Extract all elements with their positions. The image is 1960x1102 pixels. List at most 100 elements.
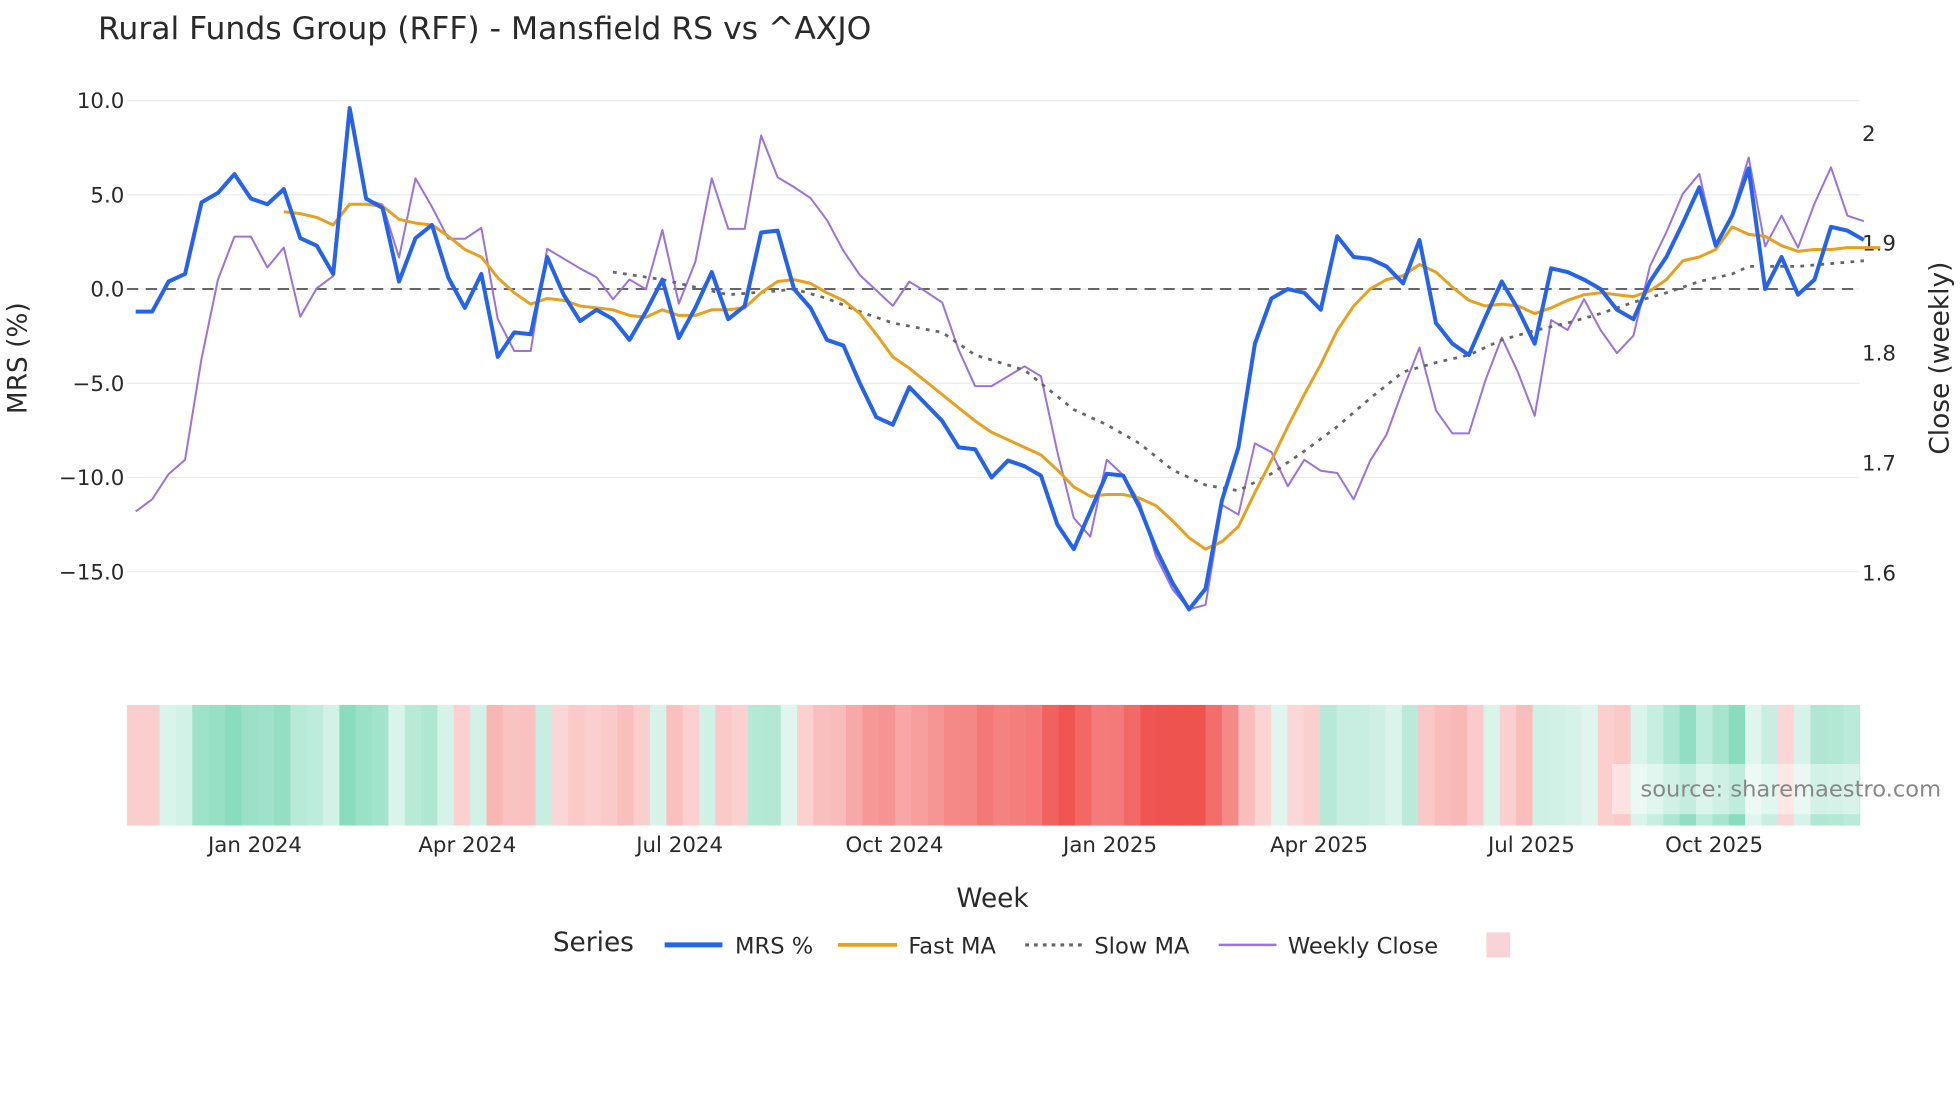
heatmap-cell bbox=[257, 704, 275, 826]
x-tick-label: Oct 2025 bbox=[1665, 833, 1763, 858]
fast-ma-line bbox=[283, 202, 1881, 551]
heatmap-cell bbox=[649, 704, 668, 826]
legend-item-fast-ma[interactable]: Fast MA bbox=[838, 934, 997, 960]
heatmap-cell bbox=[960, 704, 978, 826]
heatmap-cell bbox=[1042, 704, 1060, 826]
heatmap-cell bbox=[1287, 704, 1305, 826]
heatmap-cell bbox=[813, 704, 831, 826]
x-tick-label: Oct 2024 bbox=[845, 833, 943, 858]
heatmap-cell bbox=[323, 704, 341, 826]
y2-tick-label: 1.8 bbox=[1862, 342, 1896, 367]
heatmap-cell bbox=[224, 704, 243, 826]
y-tick-label: −15.0 bbox=[59, 560, 124, 585]
heatmap-cell bbox=[1222, 704, 1240, 826]
heatmap-cell bbox=[1352, 704, 1370, 826]
heatmap-cell bbox=[159, 704, 177, 826]
heatmap-cell bbox=[1548, 704, 1567, 826]
legend-item-slow-ma[interactable]: Slow MA bbox=[1025, 934, 1190, 960]
heatmap-cell bbox=[437, 704, 455, 826]
heatmap-cell bbox=[1794, 704, 1812, 826]
heatmap-cell bbox=[617, 704, 635, 826]
x-tick-label: Jan 2024 bbox=[206, 833, 302, 858]
gridlines bbox=[126, 99, 1860, 573]
heatmap-cell bbox=[1369, 704, 1387, 826]
heatmap-cell bbox=[192, 704, 210, 826]
y-tick-label: 0.0 bbox=[90, 278, 124, 303]
heatmap-cell bbox=[1483, 704, 1501, 826]
series-lines bbox=[135, 106, 1881, 612]
heatmap-cell bbox=[1745, 704, 1763, 826]
heatmap-cell bbox=[486, 704, 504, 826]
source-box bbox=[1611, 763, 1860, 815]
heatmap-cell bbox=[1434, 704, 1452, 826]
heatmap-cell bbox=[519, 704, 537, 826]
heatmap-cell bbox=[1728, 704, 1746, 826]
heatmap-cell bbox=[780, 704, 798, 826]
y-tick-label: −5.0 bbox=[73, 372, 125, 397]
y2-tick-label: 1.9 bbox=[1862, 232, 1896, 257]
heatmap-cell bbox=[1418, 704, 1436, 826]
heatmap-cell bbox=[290, 704, 308, 826]
heatmap-cell bbox=[1679, 704, 1697, 826]
heatmap-cell bbox=[208, 704, 226, 826]
y2-axis-title: Close (weekly) bbox=[1926, 262, 1956, 455]
legend-label-weekly-close: Weekly Close bbox=[1288, 934, 1438, 960]
legend-label-fast-ma: Fast MA bbox=[908, 934, 996, 960]
heatmap-cell bbox=[846, 704, 864, 826]
heatmap-cell bbox=[1826, 704, 1844, 826]
heatmap-cell bbox=[1597, 704, 1616, 826]
chart-title: Rural Funds Group (RFF) - Mansfield RS v… bbox=[98, 11, 871, 47]
heatmap-cell bbox=[1614, 704, 1632, 826]
legend-item-weekly-close[interactable]: Weekly Close bbox=[1218, 934, 1438, 960]
heatmap-cell bbox=[1499, 704, 1517, 826]
x-axis-ticks: Jan 2024 Apr 2024 Jul 2024 Oct 2024 Jan 2025… bbox=[206, 833, 1763, 858]
heatmap-cell bbox=[372, 704, 390, 826]
legend: Series MRS % Fast MA Slow MA Weekly Clos… bbox=[553, 928, 1511, 960]
heatmap-cell bbox=[1712, 704, 1730, 826]
heatmap-cell bbox=[944, 704, 962, 826]
heatmap-cell bbox=[600, 704, 619, 826]
x-axis-title: Week bbox=[956, 884, 1029, 914]
legend-label-slow-ma: Slow MA bbox=[1094, 934, 1190, 960]
heatmap-cell bbox=[1058, 704, 1076, 826]
heatmap-cell bbox=[797, 704, 815, 826]
heatmap-cell bbox=[1140, 704, 1158, 826]
y-axis-ticks: 10.0 5.0 0.0 −10.0 −5.0 −15.0 bbox=[59, 89, 124, 585]
heatmap-cell bbox=[1843, 704, 1861, 826]
heatmap-cell bbox=[1777, 704, 1795, 826]
y-tick-label: 10.0 bbox=[77, 89, 125, 114]
legend-swatch-heatmap[interactable] bbox=[1486, 932, 1511, 958]
heatmap-cell bbox=[1385, 704, 1403, 826]
heatmap-cell bbox=[1123, 704, 1142, 826]
heatmap-cell bbox=[878, 704, 896, 826]
legend-item-mrs[interactable]: MRS % bbox=[664, 934, 814, 960]
x-tick-label: Apr 2024 bbox=[418, 833, 516, 858]
heatmap-cell bbox=[1091, 704, 1109, 826]
heatmap-cell bbox=[764, 704, 782, 826]
heatmap-cell bbox=[633, 704, 651, 826]
y-tick-label: −10.0 bbox=[59, 466, 124, 491]
x-tick-label: Jan 2025 bbox=[1061, 833, 1157, 858]
heatmap-cell bbox=[1761, 704, 1779, 826]
heatmap-cell bbox=[1271, 704, 1289, 826]
heatmap-cell bbox=[1172, 704, 1191, 826]
heatmap-cell bbox=[1107, 704, 1125, 826]
heatmap-cell bbox=[388, 704, 406, 826]
heatmap-cell bbox=[1009, 704, 1027, 826]
heatmap-cell bbox=[1189, 704, 1207, 826]
mrs-heatmap-strip bbox=[126, 704, 1861, 826]
legend-title: Series bbox=[553, 928, 634, 958]
heatmap-cell bbox=[1336, 704, 1354, 826]
source-label: source: sharemaestro.com bbox=[1640, 777, 1941, 803]
heatmap-cell bbox=[1254, 704, 1272, 826]
heatmap-cell bbox=[355, 704, 373, 826]
heatmap-cell bbox=[470, 704, 488, 826]
heatmap-cell bbox=[829, 704, 847, 826]
heatmap-cell bbox=[698, 704, 717, 826]
heatmap-cell bbox=[502, 704, 520, 826]
heatmap-cell bbox=[1205, 704, 1223, 826]
heatmap-cell bbox=[1025, 704, 1043, 826]
heatmap-cell bbox=[584, 704, 602, 826]
heatmap-cell bbox=[568, 704, 586, 826]
